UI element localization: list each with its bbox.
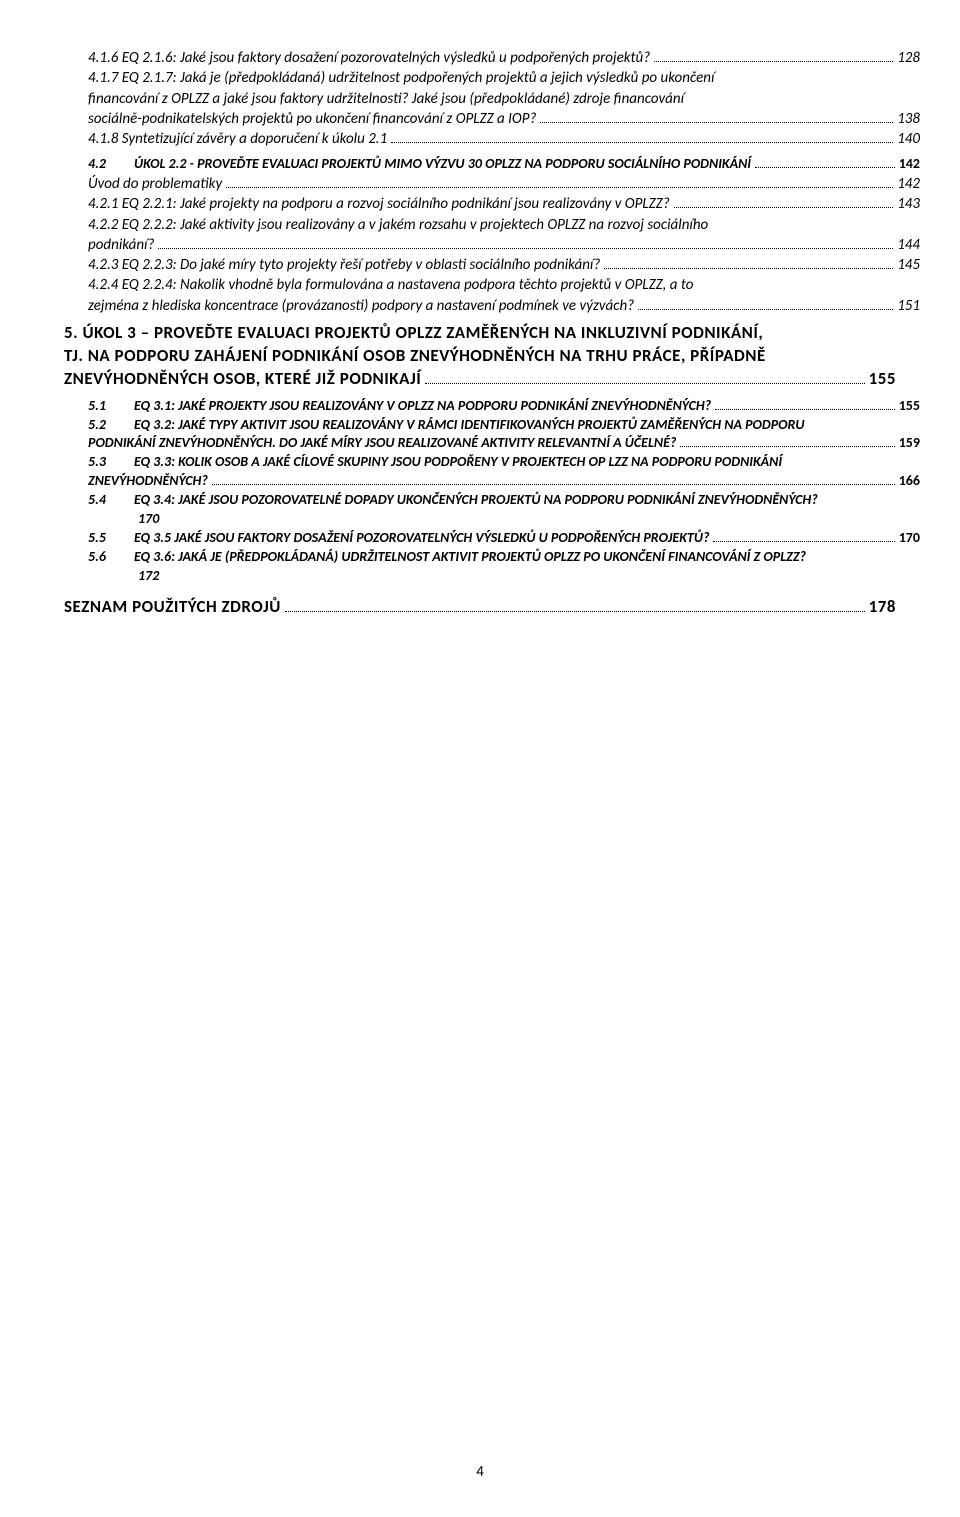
leader-dots: [755, 157, 895, 168]
toc-text: Úvod do problematiky: [88, 174, 222, 194]
toc-text: podnikání?: [88, 235, 154, 255]
toc-page: 170: [899, 529, 920, 548]
toc-page: 142: [899, 155, 920, 174]
toc-page: 142: [897, 174, 920, 194]
toc-entry: 4.2.3 EQ 2.2.3: Do jaké míry tyto projek…: [64, 255, 920, 275]
toc-heading: 5. ÚKOL 3 – PROVEĎTE EVALUACI PROJEKTŮ O…: [64, 322, 896, 345]
toc-page: 155: [899, 397, 920, 416]
leader-dots: [158, 237, 893, 249]
toc-page: 172: [88, 567, 159, 586]
toc-num: 5.2: [88, 416, 134, 435]
toc-entry: 4.1.7 EQ 2.1.7: Jaká je (předpokládaná) …: [64, 68, 920, 88]
leader-dots: [425, 371, 864, 384]
toc-text: 4.1.7 EQ 2.1.7: Jaká je (předpokládaná) …: [88, 68, 714, 88]
toc-subheading-cont: 172: [64, 567, 920, 586]
leader-dots: [285, 599, 865, 612]
leader-dots: [604, 258, 893, 270]
toc-heading-cont: ZNEVÝHODNĚNÝCH OSOB, KTERÉ JIŽ PODNIKAJÍ…: [64, 368, 896, 391]
leader-dots: [654, 51, 893, 63]
toc-text: ZNEVÝHODNĚNÝCH OSOB, KTERÉ JIŽ PODNIKAJÍ: [64, 368, 421, 391]
toc-text: ÚKOL 2.2 - PROVEĎTE EVALUACI PROJEKTŮ MI…: [134, 155, 751, 174]
toc-text: 4.2.4 EQ 2.2.4: Nakolik vhodně byla form…: [88, 275, 693, 295]
page-number-footer: 4: [0, 1463, 960, 1481]
toc-page: 159: [899, 434, 920, 453]
page-number: 4: [476, 1463, 484, 1481]
toc-entry-cont: podnikání? 144: [64, 235, 920, 255]
toc-text: 4.1.6 EQ 2.1.6: Jaké jsou faktory dosaže…: [88, 48, 650, 68]
toc-num: 5.4: [88, 491, 134, 510]
toc-num: 5.1: [88, 397, 134, 416]
toc-subheading-cont: PODNIKÁNÍ ZNEVÝHODNĚNÝCH. DO JAKÉ MÍRY J…: [64, 434, 920, 453]
toc-text: 4.1.8 Syntetizující závěry a doporučení …: [88, 129, 387, 149]
toc-entry: 4.2.2 EQ 2.2.2: Jaké aktivity jsou reali…: [64, 215, 920, 235]
toc-text: EQ 3.6: JAKÁ JE (PŘEDPOKLÁDANÁ) UDRŽITEL…: [134, 548, 806, 567]
leader-dots: [680, 437, 894, 448]
leader-dots: [674, 197, 894, 209]
toc-num: 5.5: [88, 529, 134, 548]
toc-subheading-cont: ZNEVÝHODNĚNÝCH? 166: [64, 472, 920, 491]
toc-text: financování z OPLZZ a jaké jsou faktory …: [88, 89, 684, 109]
toc-text: EQ 3.5 JAKÉ JSOU FAKTORY DOSAŽENÍ POZORO…: [134, 529, 710, 548]
leader-dots: [226, 177, 893, 189]
toc-page: 145: [897, 255, 920, 275]
toc-entry: 4.1.6 EQ 2.1.6: Jaké jsou faktory dosaže…: [64, 48, 920, 68]
toc-subheading: 5.3 EQ 3.3: KOLIK OSOB A JAKÉ CÍLOVÉ SKU…: [64, 453, 920, 472]
toc-text: EQ 3.3: KOLIK OSOB A JAKÉ CÍLOVÉ SKUPINY…: [134, 453, 782, 472]
toc-page: 138: [897, 109, 920, 129]
toc-text: EQ 3.1: JAKÉ PROJEKTY JSOU REALIZOVÁNY V…: [134, 397, 711, 416]
toc-page: 128: [897, 48, 920, 68]
toc-subheading: 5.6 EQ 3.6: JAKÁ JE (PŘEDPOKLÁDANÁ) UDRŽ…: [64, 548, 920, 567]
toc-heading: SEZNAM POUŽITÝCH ZDROJŮ 178: [64, 596, 896, 619]
leader-dots: [540, 111, 893, 123]
toc-subheading-cont: 170: [64, 510, 920, 529]
toc-text: PODNIKÁNÍ ZNEVÝHODNĚNÝCH. DO JAKÉ MÍRY J…: [88, 434, 676, 453]
toc-text: TJ. NA PODPORU ZAHÁJENÍ PODNIKÁNÍ OSOB Z…: [64, 345, 766, 368]
toc-entry: 4.2.1 EQ 2.2.1: Jaké projekty na podporu…: [64, 194, 920, 214]
toc-entry-cont: zejména z hlediska koncentrace (provázan…: [64, 296, 920, 316]
toc-page: 178: [869, 596, 896, 619]
toc-text: 5. ÚKOL 3 – PROVEĎTE EVALUACI PROJEKTŮ O…: [64, 322, 763, 345]
toc-page: 155: [869, 368, 896, 391]
toc-text: 4.2.1 EQ 2.2.1: Jaké projekty na podporu…: [88, 194, 670, 214]
page: 4.1.6 EQ 2.1.6: Jaké jsou faktory dosaže…: [0, 0, 960, 1517]
toc-page: 140: [897, 129, 920, 149]
toc-subheading: 5.5 EQ 3.5 JAKÉ JSOU FAKTORY DOSAŽENÍ PO…: [64, 529, 920, 548]
leader-dots: [713, 531, 894, 542]
toc-text: SEZNAM POUŽITÝCH ZDROJŮ: [64, 596, 281, 619]
toc-page: 170: [88, 510, 159, 529]
toc-text: ZNEVÝHODNĚNÝCH?: [88, 472, 208, 491]
leader-dots: [638, 298, 893, 310]
leader-dots: [212, 474, 895, 485]
toc-heading-cont: TJ. NA PODPORU ZAHÁJENÍ PODNIKÁNÍ OSOB Z…: [64, 345, 896, 368]
toc-num: 4.2: [88, 155, 134, 174]
toc-text: 4.2.3 EQ 2.2.3: Do jaké míry tyto projek…: [88, 255, 600, 275]
leader-dots: [391, 132, 893, 144]
toc-text: EQ 3.2: JAKÉ TYPY AKTIVIT JSOU REALIZOVÁ…: [134, 416, 805, 435]
leader-dots: [715, 399, 895, 410]
toc-num: 5.3: [88, 453, 134, 472]
toc-subheading: 4.2 ÚKOL 2.2 - PROVEĎTE EVALUACI PROJEKT…: [64, 155, 920, 174]
toc-subheading: 5.4 EQ 3.4: JAKÉ JSOU POZOROVATELNÉ DOPA…: [64, 491, 920, 510]
toc-page: 143: [897, 194, 920, 214]
toc-subheading: 5.1 EQ 3.1: JAKÉ PROJEKTY JSOU REALIZOVÁ…: [64, 397, 920, 416]
toc-text: EQ 3.4: JAKÉ JSOU POZOROVATELNÉ DOPADY U…: [134, 491, 818, 510]
toc-text: sociálně-podnikatelských projektů po uko…: [88, 109, 536, 129]
toc-entry: 4.1.8 Syntetizující závěry a doporučení …: [64, 129, 920, 149]
toc-page: 144: [897, 235, 920, 255]
toc-entry: Úvod do problematiky 142: [64, 174, 920, 194]
toc-page: 151: [897, 296, 920, 316]
toc-entry-cont: sociálně-podnikatelských projektů po uko…: [64, 109, 920, 129]
toc-subheading: 5.2 EQ 3.2: JAKÉ TYPY AKTIVIT JSOU REALI…: [64, 416, 920, 435]
toc-text: zejména z hlediska koncentrace (provázan…: [88, 296, 634, 316]
toc-text: 4.2.2 EQ 2.2.2: Jaké aktivity jsou reali…: [88, 215, 708, 235]
toc-entry-cont: financování z OPLZZ a jaké jsou faktory …: [64, 89, 920, 109]
toc-page: 166: [899, 472, 920, 491]
toc-num: 5.6: [88, 548, 134, 567]
toc-entry: 4.2.4 EQ 2.2.4: Nakolik vhodně byla form…: [64, 275, 920, 295]
